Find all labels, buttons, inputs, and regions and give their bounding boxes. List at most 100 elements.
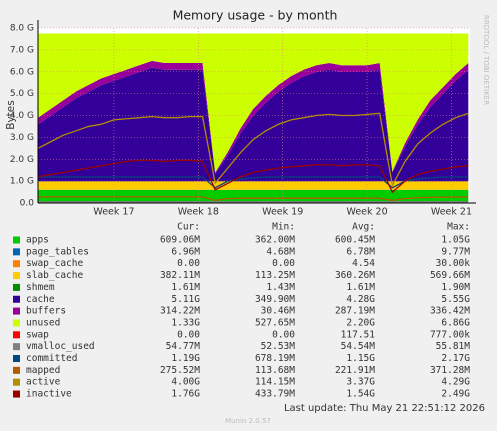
- y-tick-label: 2.0 G: [10, 155, 34, 165]
- legend-stat: 382.11M: [160, 270, 200, 281]
- legend-stat: 1.15G: [346, 353, 375, 364]
- legend-swatch: [13, 272, 20, 280]
- legend-stat: 52.53M: [261, 341, 296, 352]
- legend-stat: 114.15M: [255, 377, 295, 388]
- legend-stat: 4.00G: [171, 377, 200, 388]
- legend-stat: 1.05G: [441, 235, 470, 246]
- legend-stat: 1.61M: [171, 282, 200, 293]
- line: [37, 112, 469, 188]
- area: [38, 189, 469, 203]
- legend-swatch: [13, 283, 20, 291]
- legend-stat: 1.76G: [171, 389, 200, 400]
- legend-swatch: [13, 378, 20, 386]
- legend-stat: 362.00M: [255, 235, 295, 246]
- legend-stat: 433.79M: [255, 389, 295, 400]
- legend-stat: 6.96M: [171, 246, 200, 257]
- y-tick-label: 6.0 G: [10, 67, 34, 77]
- legend-swatch: [13, 331, 20, 339]
- legend-stat: 0.00: [177, 329, 200, 340]
- legend-stat: 3.37G: [346, 377, 375, 388]
- legend-label: slab_cache: [26, 270, 83, 281]
- legend-stat: 1.54G: [346, 389, 375, 400]
- legend-stat: 1.90M: [441, 282, 470, 293]
- legend-swatch: [13, 343, 20, 351]
- legend-label: apps: [26, 235, 49, 246]
- legend-stat: 275.52M: [160, 365, 200, 376]
- legend-stat: 600.45M: [335, 235, 375, 246]
- column-header: Max:: [447, 222, 470, 233]
- legend-stat: 2.20G: [346, 317, 375, 328]
- area: [38, 33, 469, 173]
- legend-stat: 0.00: [272, 329, 295, 340]
- legend-stat: 1.19G: [171, 353, 200, 364]
- legend-stat: 314.22M: [160, 306, 200, 317]
- chart-title: Memory usage - by month: [173, 8, 338, 23]
- y-tick-label: 0.0: [20, 199, 35, 209]
- x-tick-label: Week 17: [93, 207, 134, 218]
- legend-stat: 54.77M: [166, 341, 201, 352]
- last-update: Last update: Thu May 21 22:51:12 2026: [284, 403, 485, 414]
- area: [38, 181, 469, 190]
- legend-swatch: [13, 307, 20, 315]
- legend-stat: 1.61M: [346, 282, 375, 293]
- legend-stat: 5.55G: [441, 294, 470, 305]
- y-tick-label: 5.0 G: [10, 89, 34, 99]
- line: [38, 196, 469, 202]
- legend-stat: 9.77M: [441, 246, 470, 257]
- legend-swatch: [13, 319, 20, 327]
- legend-swatch: [13, 366, 20, 374]
- legend-swatch: [13, 295, 20, 303]
- legend-label: shmem: [26, 282, 55, 293]
- legend-stat: 0.00: [177, 258, 200, 269]
- legend-stat: 113.68M: [255, 365, 295, 376]
- legend-stat: 569.66M: [430, 270, 470, 281]
- legend-label: inactive: [26, 389, 72, 400]
- legend-stat: 349.90M: [255, 294, 295, 305]
- legend-label: committed: [26, 353, 77, 364]
- y-tick-label: 8.0 G: [10, 24, 34, 34]
- x-tick-label: Week 18: [178, 207, 219, 218]
- area: [38, 67, 469, 182]
- legend-label: vmalloc_used: [26, 341, 95, 352]
- legend-stat: 30.46M: [261, 306, 296, 317]
- x-tick-label: Week 21: [431, 207, 472, 218]
- legend-stat: 609.06M: [160, 235, 200, 246]
- legend-stat: 4.29G: [441, 377, 470, 388]
- x-tick-label: Week 20: [346, 207, 387, 218]
- column-header: Min:: [272, 222, 295, 233]
- legend-swatch: [13, 390, 20, 398]
- legend-stat: 221.91M: [335, 365, 375, 376]
- legend-label: mapped: [26, 365, 60, 376]
- legend-swatch: [13, 260, 20, 268]
- legend-stat: 5.11G: [171, 294, 200, 305]
- line: [38, 176, 469, 189]
- legend-stat: 4.68M: [266, 246, 295, 257]
- legend-label: swap: [26, 329, 49, 340]
- footer: Munin 2.0.57: [225, 417, 271, 425]
- y-tick-label: 4.0 G: [10, 111, 34, 121]
- legend-label: cache: [26, 294, 55, 305]
- legend-stat: 287.19M: [335, 306, 375, 317]
- column-header: Cur:: [177, 222, 200, 233]
- y-axis-label: Bytes: [5, 100, 17, 129]
- legend-label: page_tables: [26, 246, 89, 257]
- legend-stat: 113.25M: [255, 270, 295, 281]
- y-tick-label: 1.0 G: [10, 177, 34, 187]
- legend-stat: 4.54: [352, 258, 375, 269]
- legend-stat: 54.54M: [341, 341, 376, 352]
- y-tick-label: 3.0 G: [10, 133, 34, 143]
- legend-stat: 6.78M: [346, 246, 375, 257]
- y-tick-label: 7.0 G: [10, 45, 34, 55]
- legend-stat: 30.00k: [436, 258, 471, 269]
- legend-stat: 0.00: [272, 258, 295, 269]
- legend-swatch: [13, 355, 20, 362]
- legend-label: active: [26, 377, 61, 388]
- legend-label: buffers: [26, 306, 66, 317]
- legend-stat: 527.65M: [255, 317, 295, 328]
- legend-stat: 336.42M: [430, 306, 470, 317]
- legend-stat: 1.33G: [171, 317, 200, 328]
- legend-label: unused: [26, 317, 60, 328]
- legend-stat: 371.28M: [430, 365, 470, 376]
- legend-stat: 55.81M: [436, 341, 471, 352]
